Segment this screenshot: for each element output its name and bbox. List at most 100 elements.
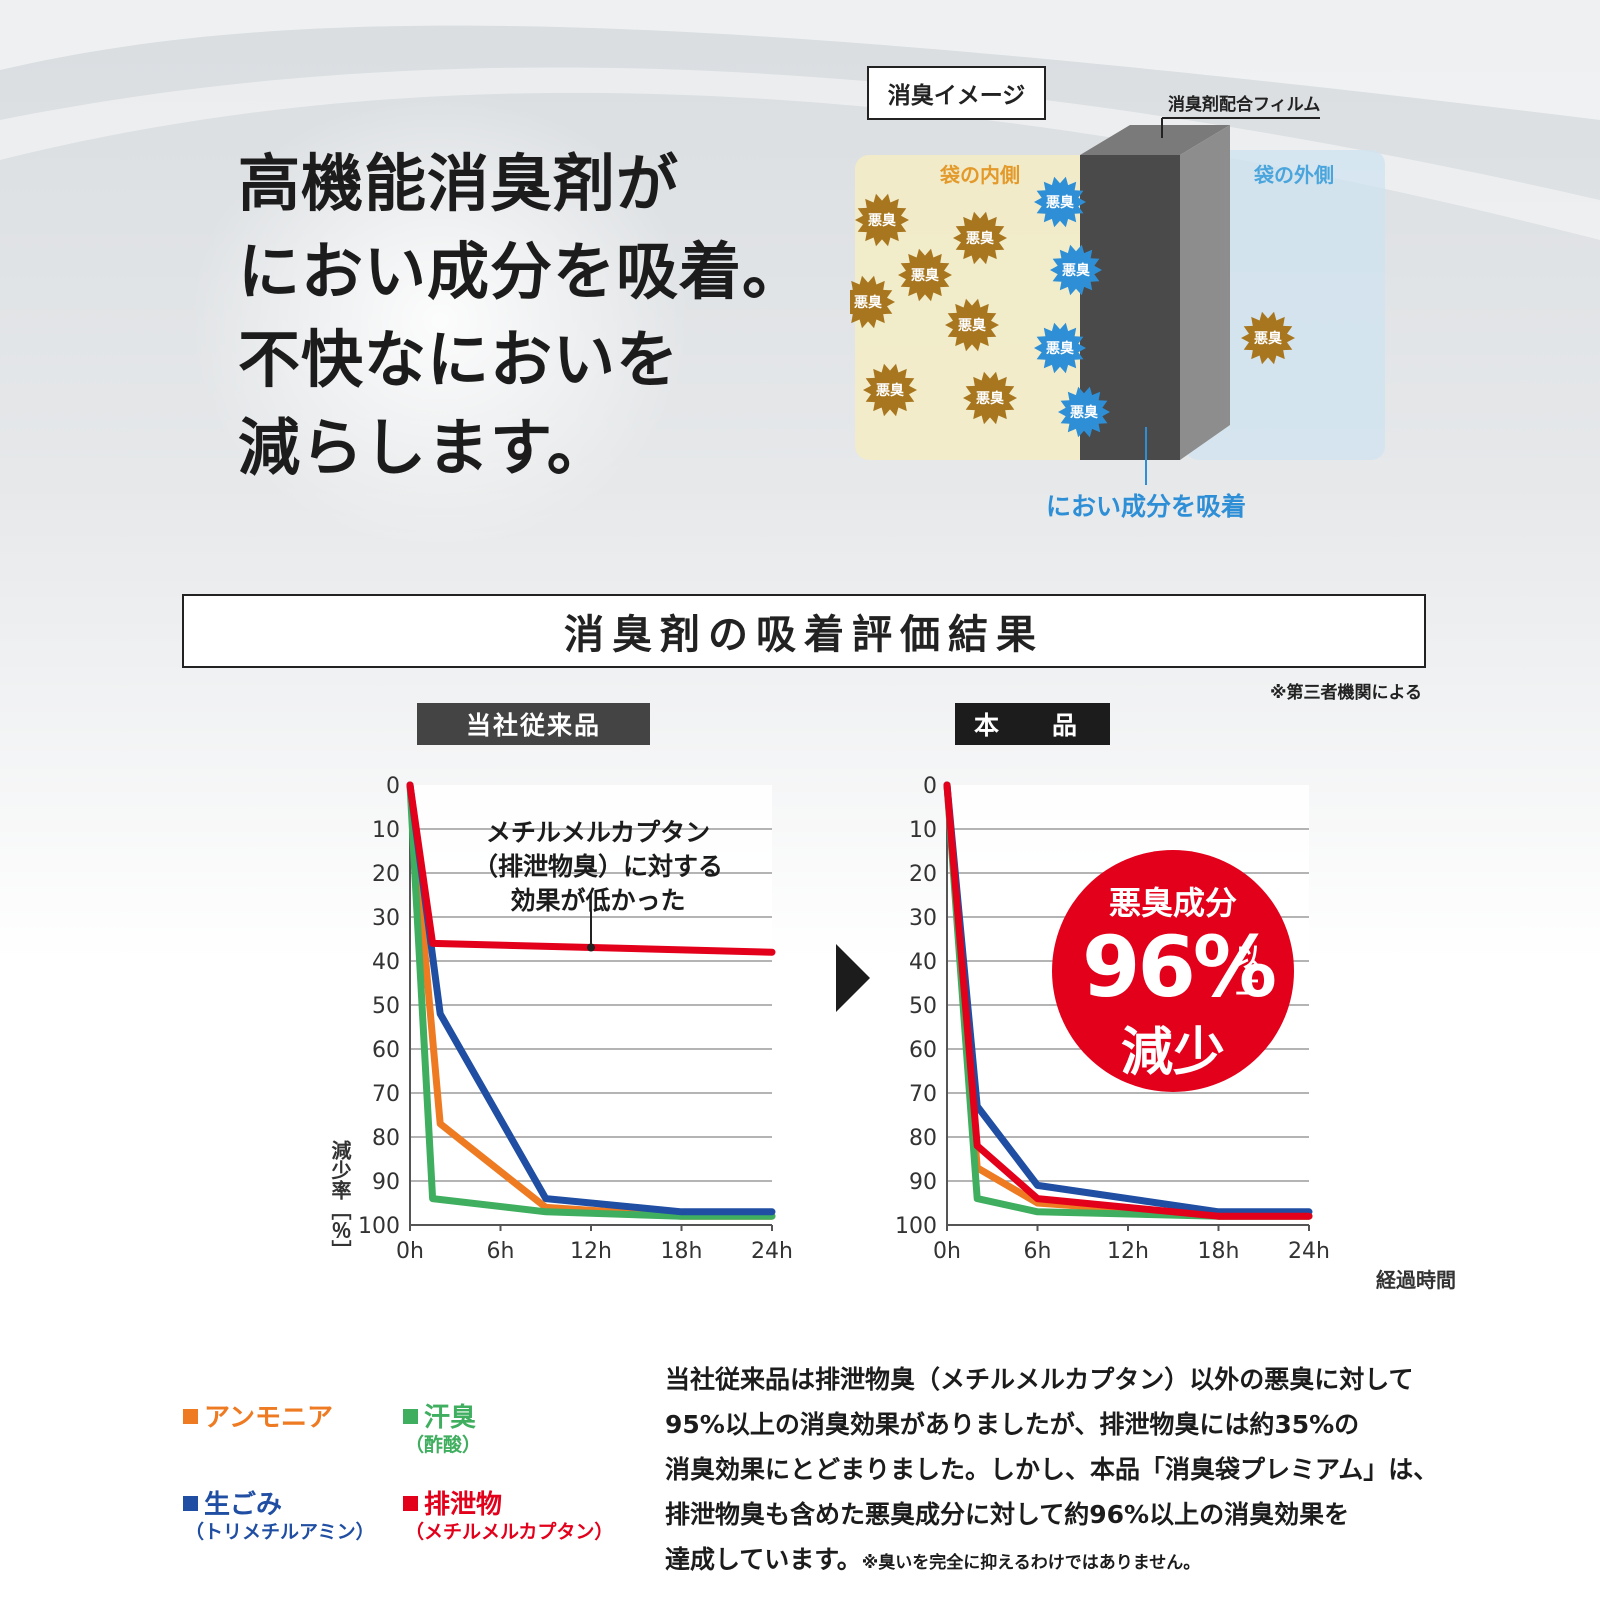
x-tick-label: 0h bbox=[933, 1239, 961, 1264]
chart-annotation: メチルメルカプタン （排泄物臭）に対する 効果が低かった bbox=[468, 816, 728, 918]
odor-icon: 悪臭 bbox=[850, 275, 895, 329]
odor-label: 悪臭 bbox=[876, 382, 905, 399]
y-tick-label: 0 bbox=[923, 774, 937, 799]
description-line-3: 消臭効果にとどまりました。しかし、本品「消臭袋プレミアム」は、 bbox=[665, 1455, 1439, 1484]
panel-label-new: 本 品 bbox=[955, 703, 1110, 745]
odor-icon: 悪臭 bbox=[1241, 311, 1295, 365]
odor-label: 悪臭 bbox=[868, 212, 897, 229]
y-tick-label: 100 bbox=[895, 1214, 937, 1239]
footnote: ※臭いを完全に抑えるわけではありません。 bbox=[861, 1553, 1201, 1573]
section-title: 消臭剤の吸着評価結果 bbox=[182, 594, 1426, 668]
annotation-line-1: メチルメルカプタン bbox=[485, 818, 711, 847]
annotation-dot bbox=[587, 943, 595, 952]
result-badge: 悪臭成分 96% 以上 減少 bbox=[1052, 850, 1294, 1092]
odor-icon: 悪臭 bbox=[1034, 176, 1086, 228]
series-line bbox=[943, 781, 1313, 1220]
x-tick-label: 18h bbox=[661, 1239, 703, 1264]
headline-line-4: 減らします。 bbox=[238, 411, 610, 484]
odor-icon: 悪臭 bbox=[953, 211, 1007, 265]
x-tick-label: 0h bbox=[396, 1239, 424, 1264]
y-tick-label: 90 bbox=[909, 1170, 937, 1195]
y-tick-label: 10 bbox=[372, 818, 400, 843]
odor-label: 悪臭 bbox=[958, 317, 987, 334]
x-axis-label: 経過時間 bbox=[1376, 1268, 1456, 1292]
odor-label: 悪臭 bbox=[911, 267, 940, 284]
legend-name: アンモニア bbox=[204, 1403, 333, 1433]
odor-label: 悪臭 bbox=[966, 230, 995, 247]
legend-item-excrement: 排泄物 （メチルメルカプタン） bbox=[403, 1484, 613, 1543]
source-note: ※第三者機関による bbox=[1269, 683, 1422, 703]
x-tick-label: 6h bbox=[487, 1239, 515, 1264]
headline-line-3: 不快なにおいを bbox=[238, 323, 680, 396]
absorb-label: におい成分を吸着 bbox=[1046, 492, 1246, 521]
series-line bbox=[406, 781, 776, 956]
odor-icon: 悪臭 bbox=[963, 371, 1017, 425]
y-tick-label: 60 bbox=[909, 1038, 937, 1063]
description-line-5-text: 達成しています。 bbox=[665, 1545, 862, 1574]
odor-label: 悪臭 bbox=[976, 390, 1005, 407]
panel-label-old: 当社従来品 bbox=[417, 703, 650, 745]
description-line-4: 排泄物臭も含めた悪臭成分に対して約96%以上の消臭効果を bbox=[665, 1500, 1350, 1529]
badge-line-3: 減少 bbox=[1120, 1023, 1225, 1083]
x-tick-label: 18h bbox=[1198, 1239, 1240, 1264]
legend-sub: （トリメチルアミン） bbox=[185, 1521, 375, 1543]
annotation-line-3: 効果が低かった bbox=[510, 886, 686, 915]
film-label: 消臭剤配合フィルム bbox=[1168, 94, 1320, 115]
legend-swatch bbox=[403, 1496, 418, 1511]
legend-item-sweat: 汗臭 （酢酸） bbox=[403, 1397, 481, 1456]
x-tick-label: 12h bbox=[570, 1239, 612, 1264]
y-tick-label: 50 bbox=[909, 994, 937, 1019]
y-tick-label: 30 bbox=[909, 906, 937, 931]
headline: 高機能消臭剤が におい成分を吸着。 不快なにおいを 減らします。 bbox=[238, 140, 805, 492]
x-tick-label: 24h bbox=[751, 1239, 793, 1264]
y-tick-label: 40 bbox=[372, 950, 400, 975]
description: 当社従来品は排泄物臭（メチルメルカプタン）以外の悪臭に対して 95%以上の消臭効… bbox=[665, 1357, 1439, 1586]
x-tick-label: 24h bbox=[1288, 1239, 1330, 1264]
outside-label: 袋の外側 bbox=[1253, 163, 1334, 187]
y-tick-label: 40 bbox=[909, 950, 937, 975]
legend-item-garbage: 生ごみ （トリメチルアミン） bbox=[183, 1484, 375, 1543]
headline-line-1: 高機能消臭剤が bbox=[238, 147, 680, 220]
headline-line-2: におい成分を吸着。 bbox=[238, 235, 806, 308]
y-tick-label: 80 bbox=[372, 1126, 400, 1151]
y-tick-label: 90 bbox=[372, 1170, 400, 1195]
annotation-line-2: （排泄物臭）に対する bbox=[472, 852, 723, 881]
x-tick-label: 6h bbox=[1024, 1239, 1052, 1264]
inside-label: 袋の内側 bbox=[939, 163, 1020, 187]
description-line-2: 95%以上の消臭効果がありましたが、排泄物臭には約35%の bbox=[665, 1410, 1360, 1439]
description-line-1: 当社従来品は排泄物臭（メチルメルカプタン）以外の悪臭に対して bbox=[665, 1365, 1414, 1394]
odor-label: 悪臭 bbox=[1046, 194, 1075, 211]
odor-icon: 悪臭 bbox=[945, 298, 999, 352]
diagram-title: 消臭イメージ bbox=[867, 66, 1046, 120]
legend-swatch bbox=[183, 1409, 198, 1424]
arrow-right-icon bbox=[836, 944, 870, 1012]
legend-name: 排泄物 bbox=[424, 1490, 503, 1520]
odor-particles-outside: 悪臭 bbox=[1241, 311, 1295, 365]
legend-swatch bbox=[403, 1409, 418, 1424]
odor-icon: 悪臭 bbox=[1034, 322, 1086, 374]
description-line-5: 達成しています。※臭いを完全に抑えるわけではありません。 bbox=[665, 1537, 1425, 1586]
y-tick-label: 30 bbox=[372, 906, 400, 931]
badge-line-1: 悪臭成分 bbox=[1108, 884, 1237, 922]
legend-sub: （メチルメルカプタン） bbox=[405, 1521, 614, 1543]
odor-label: 悪臭 bbox=[854, 294, 883, 311]
badge-suffix: 以上 bbox=[1235, 943, 1261, 999]
odor-label: 悪臭 bbox=[1062, 262, 1091, 279]
y-tick-label: 100 bbox=[358, 1214, 400, 1239]
badge-value: 96% bbox=[1082, 918, 1277, 1016]
film-side bbox=[1180, 125, 1230, 460]
legend-item-ammonia: アンモニア bbox=[183, 1397, 333, 1434]
odor-label: 悪臭 bbox=[1070, 404, 1099, 421]
y-tick-label: 0 bbox=[386, 774, 400, 799]
odor-icon: 悪臭 bbox=[898, 248, 952, 302]
odor-label: 悪臭 bbox=[1046, 340, 1075, 357]
y-tick-label: 50 bbox=[372, 994, 400, 1019]
odor-icon: 悪臭 bbox=[1058, 386, 1110, 438]
legend-swatch bbox=[183, 1496, 198, 1511]
odor-icon: 悪臭 bbox=[855, 193, 909, 247]
legend-name: 生ごみ bbox=[204, 1490, 283, 1520]
y-tick-label: 20 bbox=[372, 862, 400, 887]
